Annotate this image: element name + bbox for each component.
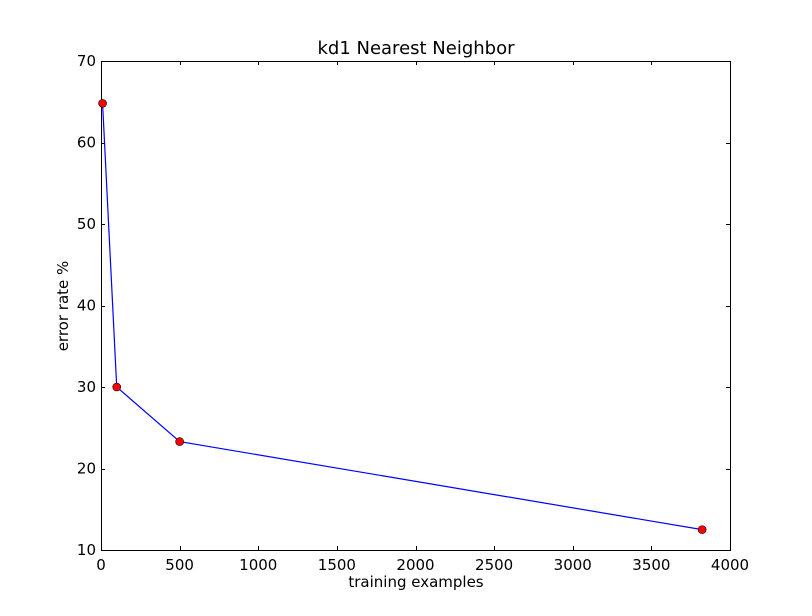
tick-labels: 0 500 1000 1500 2000 2500 3000 3500 4000 10 20 30 40…: [77, 52, 749, 574]
chart-title: kd1 Nearest Neighbor: [317, 38, 515, 59]
y-tick-label: 10: [77, 541, 96, 559]
data-point: [98, 99, 107, 108]
y-tick-label: 30: [77, 378, 96, 396]
x-tick-label: 1000: [239, 556, 277, 574]
y-tick-label: 60: [77, 134, 96, 152]
y-axis-label: error rate %: [54, 261, 72, 352]
x-tick-label: 2000: [396, 556, 434, 574]
x-tick-label: 2500: [475, 556, 513, 574]
x-tick-label: 0: [96, 556, 106, 574]
y-tick-label: 50: [77, 215, 96, 233]
series-line: [101, 103, 703, 531]
y-tick-label: 20: [77, 460, 96, 478]
data-points: [98, 99, 707, 534]
plot-area: [101, 61, 731, 551]
data-point: [175, 437, 184, 446]
y-tick-label: 70: [77, 52, 96, 70]
data-point: [697, 525, 707, 534]
y-tick-label: 40: [77, 297, 96, 315]
series-lines: [101, 103, 703, 531]
x-tick-label: 3500: [632, 556, 670, 574]
x-tick-label: 500: [165, 556, 194, 574]
x-axis-label: training examples: [348, 573, 483, 591]
x-tick-label: 4000: [711, 556, 749, 574]
data-point: [112, 382, 122, 392]
x-tick-label: 3000: [554, 556, 592, 574]
x-tick-label: 1500: [318, 556, 356, 574]
